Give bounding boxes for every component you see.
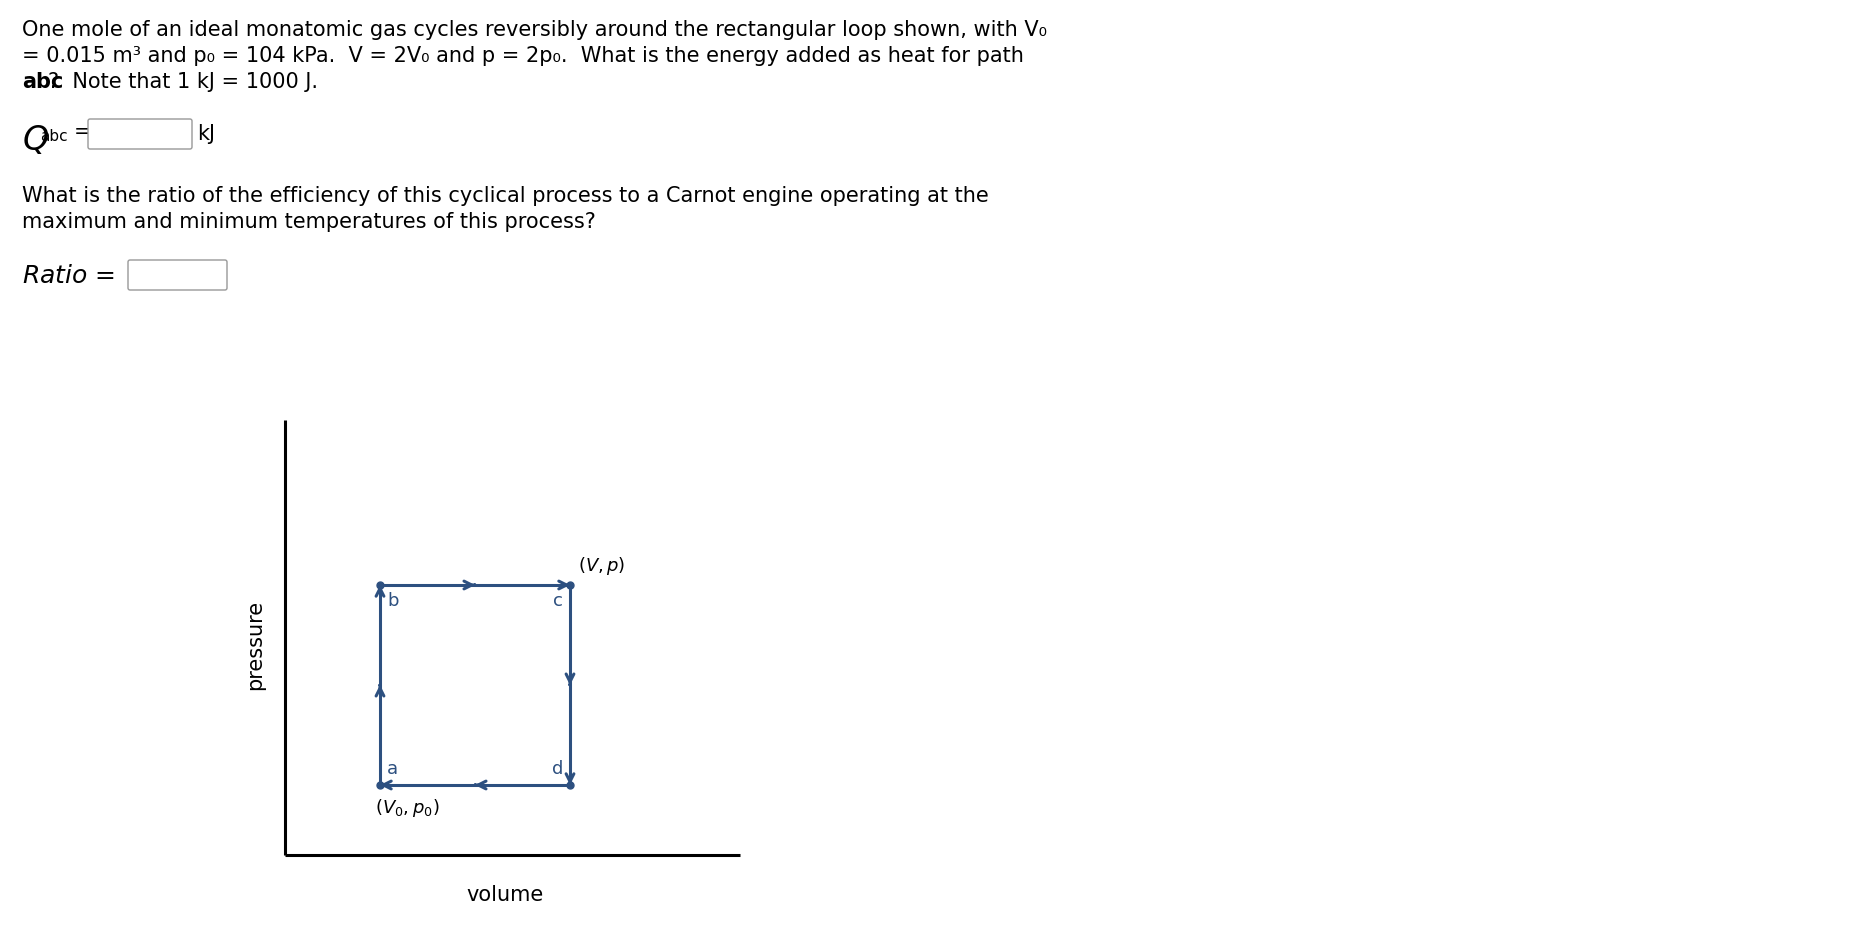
Text: $(V, p)$: $(V, p)$ xyxy=(578,555,626,577)
Text: kJ: kJ xyxy=(197,124,215,144)
Text: What is the ratio of the efficiency of this cyclical process to a Carnot engine : What is the ratio of the efficiency of t… xyxy=(22,186,988,206)
Text: a: a xyxy=(386,760,397,778)
FancyBboxPatch shape xyxy=(128,260,227,290)
Text: b: b xyxy=(386,592,397,610)
Text: = 0.015 m³ and p₀ = 104 kPa.  V = 2V₀ and p = 2p₀.  What is the energy added as : = 0.015 m³ and p₀ = 104 kPa. V = 2V₀ and… xyxy=(22,46,1023,66)
Text: $(V_0, p_0)$: $(V_0, p_0)$ xyxy=(375,797,440,819)
Text: volume: volume xyxy=(466,885,544,905)
Text: c: c xyxy=(553,592,563,610)
Text: =: = xyxy=(74,122,91,142)
Text: $\mathit{Q}$: $\mathit{Q}$ xyxy=(22,124,48,157)
Text: One mole of an ideal monatomic gas cycles reversibly around the rectangular loop: One mole of an ideal monatomic gas cycle… xyxy=(22,20,1047,40)
Text: abc: abc xyxy=(22,72,63,92)
Text: ?  Note that 1 kJ = 1000 J.: ? Note that 1 kJ = 1000 J. xyxy=(48,72,318,92)
Text: maximum and minimum temperatures of this process?: maximum and minimum temperatures of this… xyxy=(22,212,596,232)
Text: d: d xyxy=(552,760,563,778)
Text: $\mathit{Ratio}$ =: $\mathit{Ratio}$ = xyxy=(22,264,115,288)
Text: pressure: pressure xyxy=(245,600,266,690)
Text: abc: abc xyxy=(41,129,67,144)
FancyBboxPatch shape xyxy=(87,119,191,149)
